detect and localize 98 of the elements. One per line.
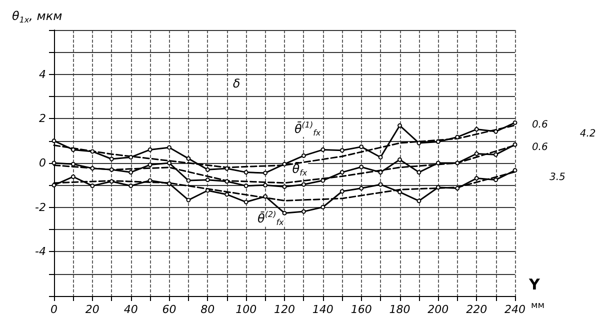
point	[244, 184, 248, 188]
point	[282, 184, 287, 189]
text: 0.6	[532, 119, 548, 130]
point	[455, 160, 460, 166]
point	[70, 162, 76, 166]
point	[128, 184, 134, 188]
point	[244, 200, 248, 204]
x-axis-title: Y	[528, 276, 541, 294]
point	[436, 160, 440, 166]
x-tick-label: 180	[389, 303, 410, 316]
point	[224, 192, 230, 197]
point	[224, 179, 230, 184]
x-tick-label: 100	[236, 303, 257, 316]
point	[359, 186, 364, 191]
point	[186, 178, 191, 183]
point	[494, 152, 498, 157]
point	[455, 186, 460, 191]
point	[186, 198, 191, 202]
y-tick-label: -2	[35, 200, 46, 214]
point	[378, 170, 383, 175]
point	[167, 145, 172, 150]
x-tick-label: 120	[274, 303, 295, 316]
point	[128, 170, 134, 175]
x-tick-label: 140	[312, 303, 334, 316]
point	[416, 140, 422, 146]
point	[70, 147, 76, 152]
point	[282, 210, 287, 216]
point	[474, 127, 479, 132]
point	[494, 129, 498, 134]
x-tick-label: 200	[428, 303, 449, 316]
point	[340, 170, 344, 175]
point	[205, 178, 210, 182]
point	[455, 134, 460, 140]
point	[282, 162, 287, 166]
point	[359, 144, 364, 150]
point	[205, 188, 210, 193]
point	[148, 162, 152, 168]
point	[474, 176, 479, 181]
point	[224, 166, 230, 171]
point	[301, 153, 306, 158]
point	[186, 156, 191, 161]
point	[512, 120, 518, 125]
text: 0.6	[532, 142, 548, 153]
point	[70, 174, 76, 179]
point	[416, 170, 422, 175]
x-tick-label: 60	[162, 303, 176, 316]
point	[148, 147, 152, 152]
point	[109, 167, 114, 172]
point	[109, 179, 114, 184]
point	[301, 182, 306, 187]
point	[340, 148, 344, 153]
point	[320, 204, 326, 210]
point	[263, 194, 268, 199]
x-tick-label: 240	[504, 303, 526, 316]
x-tick-label: 80	[200, 303, 215, 316]
point	[494, 178, 498, 182]
x-tick-label: 220	[466, 303, 488, 316]
annotation: δ	[232, 76, 240, 91]
point	[398, 157, 402, 162]
x-tick-label: 160	[350, 303, 372, 316]
point	[90, 166, 95, 171]
point	[398, 123, 402, 128]
point	[416, 198, 422, 204]
x-tick-label: 40	[124, 303, 138, 316]
point	[52, 160, 56, 166]
y-tick-label: 2	[39, 112, 46, 126]
text: мм	[531, 301, 545, 311]
point	[167, 181, 172, 186]
point	[512, 168, 518, 173]
point	[474, 151, 479, 156]
point	[244, 170, 248, 175]
point	[148, 178, 152, 183]
text: 3.5	[549, 172, 566, 183]
point	[205, 167, 210, 172]
y-tick-label: 0	[39, 156, 46, 170]
point	[52, 182, 56, 188]
point	[263, 170, 268, 176]
point	[263, 182, 268, 188]
point	[512, 142, 518, 147]
point	[90, 184, 95, 188]
x-tick-label: 0	[50, 303, 58, 316]
point	[301, 209, 306, 214]
point	[90, 149, 95, 154]
y-tick-label: -4	[35, 245, 46, 258]
point	[359, 164, 364, 170]
point	[320, 147, 326, 152]
point	[378, 182, 383, 187]
point	[436, 185, 440, 190]
point	[167, 160, 172, 166]
point	[109, 156, 114, 162]
point	[128, 154, 134, 160]
point	[340, 189, 344, 194]
text: 4.2	[580, 128, 596, 140]
point	[52, 138, 56, 144]
y-tick-label: 4	[39, 68, 46, 81]
x-tick-label: 20	[85, 303, 100, 316]
point	[378, 154, 383, 160]
point	[398, 190, 402, 194]
